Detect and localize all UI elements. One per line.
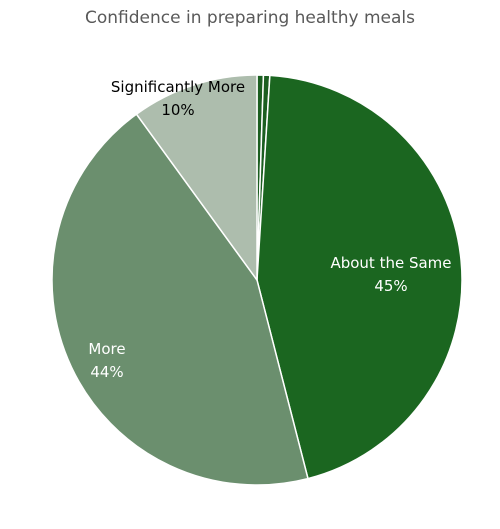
slice-category-label: Significantly More — [111, 78, 245, 96]
slice-category-label: More — [88, 340, 125, 358]
chart-title: Confidence in preparing healthy meals — [85, 8, 415, 28]
pie-slice — [51, 113, 309, 486]
slice-percent-label: 10% — [161, 101, 194, 119]
slice-category-label: About the Same — [330, 254, 451, 272]
pie-labels: About the Same 45% More 44% Significantly Mo… — [88, 78, 451, 381]
slice-percent-label: 44% — [90, 363, 123, 381]
pie-slices — [51, 74, 463, 486]
slice-percent-label: 45% — [374, 277, 407, 295]
pie-slice — [135, 74, 258, 283]
pie-slice — [256, 74, 463, 480]
